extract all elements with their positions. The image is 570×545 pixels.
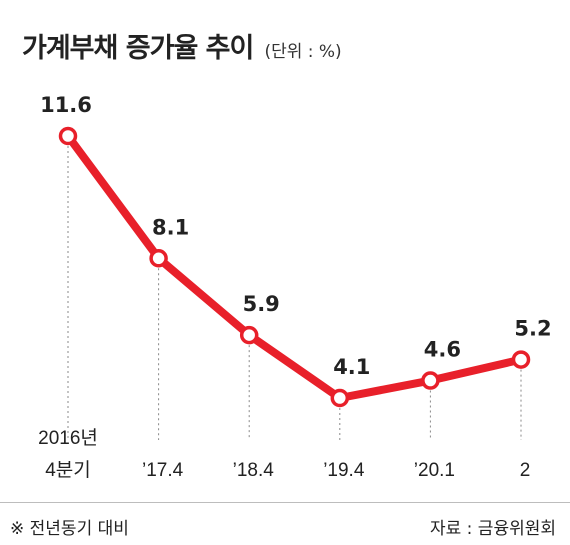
data-label-3: 4.1 — [333, 355, 370, 379]
data-point-5 — [511, 350, 531, 369]
data-label-5: 5.2 — [514, 317, 551, 341]
unit-label: (단위 : %) — [264, 42, 342, 62]
x-tick-label-4: ’20.1 — [414, 460, 455, 481]
x-tick-label-1: ’17.4 — [142, 460, 184, 481]
data-label-0: 11.6 — [40, 93, 92, 117]
x-tick-label-5: 2 — [520, 460, 531, 481]
data-point-2 — [239, 325, 259, 345]
line-chart: 11.6 8.1 5.9 4.1 4.6 5.2 2016년 4분기 ’17.4 ’18.4 ’19… — [38, 93, 551, 481]
x-tick-label-0-0: 2016년 — [38, 427, 98, 449]
data-label-1: 8.1 — [152, 215, 189, 239]
footnote: ※ 전년동기 대비 — [10, 519, 129, 539]
x-tick-label-3: ’19.4 — [323, 460, 365, 481]
x-tick-label-0-1: 4분기 — [45, 459, 91, 481]
series-line — [64, 132, 525, 402]
data-label-2: 5.9 — [243, 292, 280, 316]
source-note: 자료 : 금융위원회 — [429, 519, 556, 539]
x-tick-label-2: ’18.4 — [233, 460, 275, 481]
data-label-4: 4.6 — [424, 338, 461, 362]
chart-title-block: 가계부채 증가율 추이 (단위 : %) — [22, 26, 342, 65]
footer-divider — [0, 502, 570, 503]
data-point-1 — [149, 249, 168, 268]
data-point-0 — [58, 126, 78, 146]
data-point-3 — [330, 388, 350, 408]
chart-title: 가계부채 증가율 추이 — [22, 33, 254, 64]
data-point-4 — [421, 371, 440, 390]
